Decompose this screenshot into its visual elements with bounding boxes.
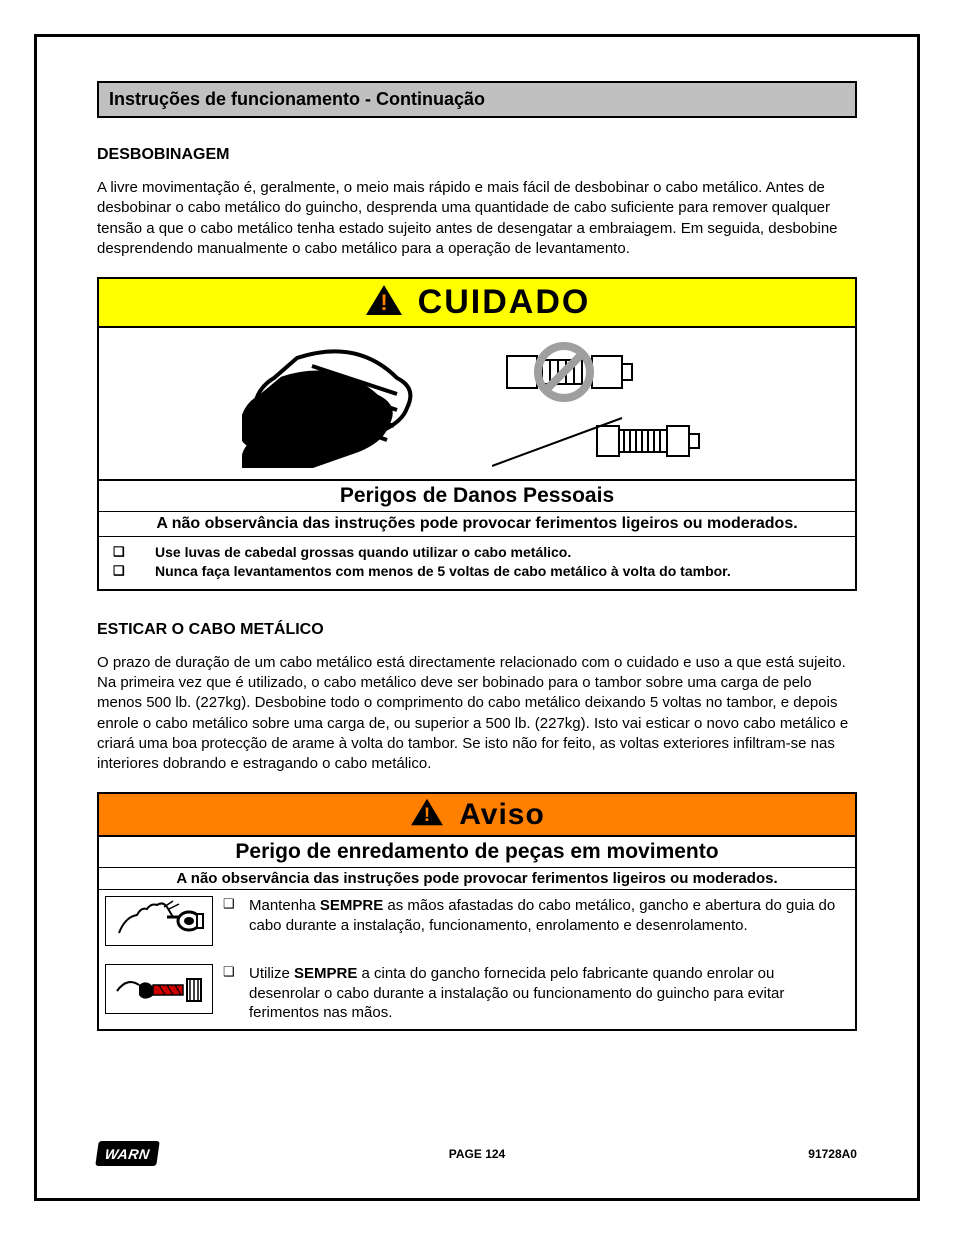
gloves-icon — [242, 338, 442, 473]
caution-box: ! CUIDADO — [97, 277, 857, 591]
hand-pinch-icon — [105, 896, 213, 946]
aviso-text-pre: Mantenha — [249, 897, 320, 914]
caution-bullet-row: ❑ Nunca faça levantamentos com menos de … — [113, 562, 841, 581]
warn-logo: WARN — [95, 1141, 159, 1166]
aviso-text-cell: ❑ Mantenha SEMPRE as mãos afastadas do c… — [219, 890, 855, 941]
aviso-box: ! Aviso Perigo de enredamento de peças e… — [97, 792, 857, 1031]
section1-heading: DESBOBINAGEM — [97, 146, 857, 164]
svg-text:!: ! — [380, 290, 387, 315]
aviso-text-pre: Utilize — [249, 965, 294, 982]
caution-header: ! CUIDADO — [99, 279, 855, 328]
content-area: Instruções de funcionamento - Continuaçã… — [37, 37, 917, 1031]
caution-subtitle-1: Perigos de Danos Pessoais — [99, 481, 855, 512]
bullet-square-icon: ❑ — [223, 896, 237, 935]
svg-text:!: ! — [424, 804, 430, 826]
section2-body: O prazo de duração de um cabo metálico e… — [97, 653, 857, 775]
bullet-square-icon: ❑ — [113, 543, 131, 562]
caution-subtitle-2: A não observância das instruções pode pr… — [99, 512, 855, 537]
caution-bullets: ❑ Use luvas de cabedal grossas quando ut… — [99, 537, 855, 589]
aviso-row: ❑ Mantenha SEMPRE as mãos afastadas do c… — [99, 890, 855, 952]
winch-spool-icon — [492, 338, 712, 473]
aviso-icon-cell — [99, 890, 219, 952]
aviso-subtitle-2: A não observância das instruções pode pr… — [99, 868, 855, 890]
aviso-bullet-text: Utilize SEMPRE a cinta do gancho forneci… — [249, 964, 837, 1023]
aviso-row: ❑ Utilize SEMPRE a cinta do gancho forne… — [99, 958, 855, 1029]
hook-strap-icon — [105, 964, 213, 1014]
alert-triangle-icon: ! — [364, 283, 404, 322]
aviso-subtitle-1: Perigo de enredamento de peças em movime… — [99, 837, 855, 868]
section1-body: A livre movimentação é, geralmente, o me… — [97, 178, 857, 259]
aviso-text-cell: ❑ Utilize SEMPRE a cinta do gancho forne… — [219, 958, 855, 1029]
aviso-title: Aviso — [459, 798, 545, 832]
caution-illustrations — [99, 328, 855, 481]
section2-heading: ESTICAR O CABO METÁLICO — [97, 621, 857, 639]
aviso-bullet-text: Mantenha SEMPRE as mãos afastadas do cab… — [249, 896, 837, 935]
page-frame: Instruções de funcionamento - Continuaçã… — [34, 34, 920, 1201]
bullet-square-icon: ❑ — [113, 562, 131, 581]
caution-bullet-text: Nunca faça levantamentos com menos de 5 … — [155, 562, 731, 581]
aviso-icon-cell — [99, 958, 219, 1020]
caution-bullet-row: ❑ Use luvas de cabedal grossas quando ut… — [113, 543, 841, 562]
aviso-text-strong: SEMPRE — [294, 965, 357, 982]
caution-bullet-text: Use luvas de cabedal grossas quando util… — [155, 543, 571, 562]
alert-triangle-icon: ! — [409, 797, 445, 832]
bullet-square-icon: ❑ — [223, 964, 237, 1023]
aviso-body: ❑ Mantenha SEMPRE as mãos afastadas do c… — [99, 890, 855, 1029]
aviso-text-strong: SEMPRE — [320, 897, 383, 914]
footer-left: WARN — [97, 1141, 350, 1166]
caution-title: CUIDADO — [418, 283, 591, 322]
page-footer: WARN PAGE 124 91728A0 — [97, 1141, 857, 1166]
aviso-header: ! Aviso — [99, 794, 855, 837]
footer-doc-number: 91728A0 — [604, 1147, 857, 1161]
section-header: Instruções de funcionamento - Continuaçã… — [97, 81, 857, 118]
section-header-text: Instruções de funcionamento - Continuaçã… — [109, 89, 485, 109]
footer-page-number: PAGE 124 — [350, 1147, 603, 1161]
